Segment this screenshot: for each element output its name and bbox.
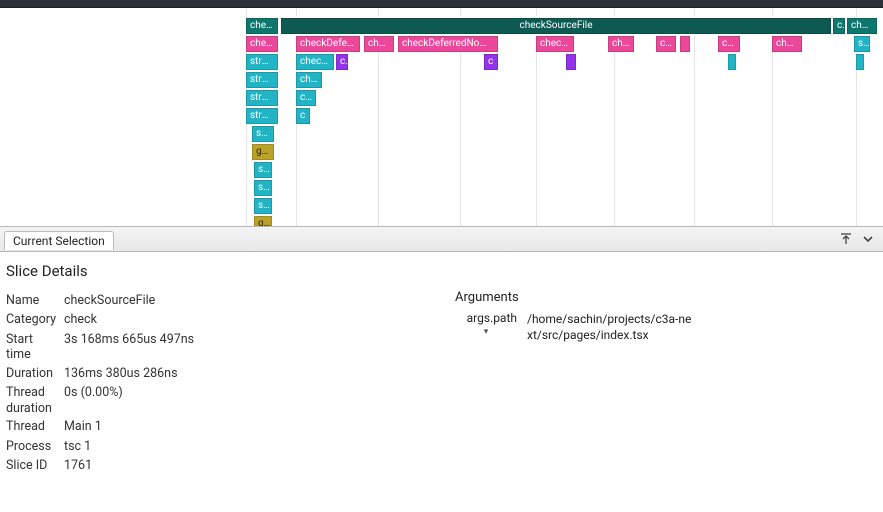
gridline	[694, 8, 695, 226]
flame-slice[interactable]: ch…	[772, 36, 802, 52]
kv-val-name: checkSourceFile	[64, 293, 155, 309]
flame-slice[interactable]: c	[484, 54, 498, 70]
kv-val-duration: 136ms 380us 286ns	[64, 366, 178, 382]
kv-key-process: Process	[6, 439, 64, 455]
kv-key-sliceid: Slice ID	[6, 458, 64, 474]
window-top-bar	[0, 0, 883, 8]
flame-slice[interactable]: c	[833, 18, 845, 34]
flame-slice[interactable]: s…	[854, 36, 870, 52]
kv-val-category: check	[64, 312, 97, 328]
kv-val-sliceid: 1761	[64, 458, 92, 474]
arg-expand-caret-icon[interactable]: ▾	[455, 327, 517, 337]
flame-slice[interactable]: ch…	[718, 36, 740, 52]
tab-current-selection[interactable]: Current Selection	[4, 231, 114, 250]
flame-slice[interactable]: c	[296, 108, 310, 124]
kv-key-duration: Duration	[6, 366, 64, 382]
flame-slice[interactable]: c	[336, 54, 348, 70]
flame-slice[interactable]: stru…	[246, 108, 278, 124]
chevron-down-icon[interactable]	[857, 228, 879, 250]
kv-key-category: Category	[6, 312, 64, 328]
flame-slice[interactable]: ch…	[608, 36, 634, 52]
kv-key-name: Name	[6, 293, 64, 309]
flame-slice[interactable]: checkDefer…	[296, 36, 360, 52]
flame-slice[interactable]: ch…	[656, 36, 676, 52]
flame-slice[interactable]: ge…	[252, 144, 274, 160]
kv-val-start: 3s 168ms 665us 497ns	[64, 332, 194, 348]
flame-slice[interactable]: che…	[364, 36, 394, 52]
flame-slice[interactable]	[566, 54, 576, 70]
flame-slice[interactable]: checkD…	[536, 36, 574, 52]
flame-slice[interactable]	[728, 54, 736, 70]
kv-key-start: Start time	[6, 332, 64, 363]
flame-slice[interactable]: chec…	[296, 54, 334, 70]
flame-slice[interactable]: s…	[254, 198, 272, 214]
flame-slice[interactable]: stru…	[246, 90, 278, 106]
flame-slice[interactable]: s…	[254, 180, 272, 196]
flame-slice[interactable]	[680, 36, 690, 52]
flame-slice[interactable]: s…	[254, 162, 272, 178]
flame-slice[interactable]: st…	[252, 126, 274, 142]
flame-slice[interactable]: chec…	[246, 18, 278, 34]
details-panel: Slice Details NamecheckSourceFile Catego…	[0, 252, 883, 483]
flame-slice[interactable]	[856, 54, 864, 70]
flame-slice[interactable]: g…	[254, 216, 272, 226]
flame-slice[interactable]: checkDeferredNo…	[398, 36, 498, 52]
kv-val-thread-duration: 0s (0.00%)	[64, 385, 123, 401]
dock-top-icon[interactable]	[835, 228, 857, 250]
flame-chart[interactable]: chec…checkSourceFilecche…chec…checkDefer…	[0, 8, 883, 226]
flame-slice[interactable]: chec…	[246, 36, 278, 52]
arg-key-path[interactable]: args.path	[455, 311, 517, 325]
kv-val-thread: Main 1	[64, 419, 102, 435]
flame-slice[interactable]: stru…	[246, 72, 278, 88]
arguments-title: Arguments	[455, 290, 697, 305]
arg-val-path: /home/sachin/projects/c3a-next/src/pages…	[527, 311, 697, 343]
kv-val-process: tsc 1	[64, 439, 91, 455]
flame-slice[interactable]: checkSourceFile	[281, 18, 831, 34]
flame-slice[interactable]: che…	[296, 90, 316, 106]
kv-key-thread: Thread	[6, 419, 64, 435]
details-header-bar: Current Selection	[0, 226, 883, 252]
arguments-panel: Arguments args.path ▾ /home/sachin/proje…	[455, 290, 877, 477]
slice-details-table: NamecheckSourceFile Categorycheck Start …	[6, 290, 194, 477]
flame-slice[interactable]: che…	[847, 18, 877, 34]
slice-details-title: Slice Details	[6, 262, 877, 280]
flame-slice[interactable]: che…	[296, 72, 322, 88]
flame-slice[interactable]: stru…	[246, 54, 278, 70]
kv-key-thread-duration: Thread duration	[6, 385, 64, 416]
